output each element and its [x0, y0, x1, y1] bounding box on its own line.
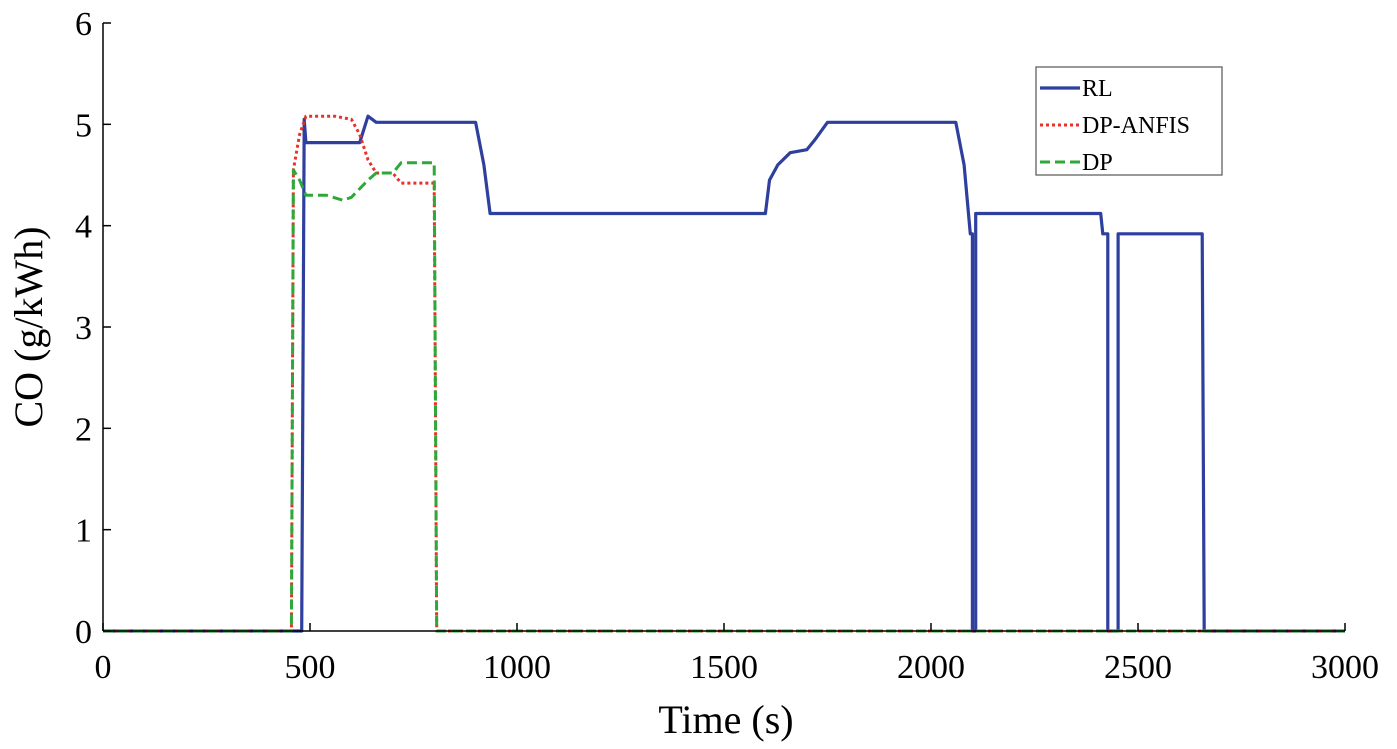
x-axis-title: Time (s)	[658, 697, 793, 742]
legend-label: DP	[1082, 150, 1113, 176]
legend: RL DP-ANFIS DP	[1035, 66, 1223, 176]
tick-labels: 0 500 1000 1500 2000 2500 3000 0 1 2 3 4 5 6	[75, 6, 1379, 686]
y-tick-label: 5	[75, 107, 92, 144]
x-tick-label: 2000	[897, 649, 965, 686]
y-tick-label: 1	[75, 513, 92, 550]
y-axis-title: CO (g/kWh)	[6, 226, 51, 427]
legend-label: DP-ANFIS	[1082, 113, 1190, 139]
y-tick-label: 4	[75, 209, 92, 246]
x-tick-label: 2500	[1104, 649, 1172, 686]
legend-label: RL	[1082, 76, 1113, 102]
series-line-dp	[103, 161, 1345, 633]
plot-lines	[103, 114, 1345, 633]
y-tick-label: 3	[75, 310, 92, 347]
y-tick-label: 2	[75, 411, 92, 448]
y-tick-label: 0	[75, 614, 92, 651]
x-tick-label: 1000	[483, 649, 551, 686]
axes	[102, 22, 1346, 632]
series-line-dp-anfis	[103, 114, 1345, 633]
x-tick-label: 1500	[690, 649, 758, 686]
y-tick-label: 6	[75, 6, 92, 43]
legend-box	[1035, 66, 1223, 176]
x-tick-label: 3000	[1311, 649, 1379, 686]
series-line-rl	[103, 114, 1345, 633]
x-tick-label: 0	[95, 649, 112, 686]
x-tick-label: 500	[285, 649, 336, 686]
